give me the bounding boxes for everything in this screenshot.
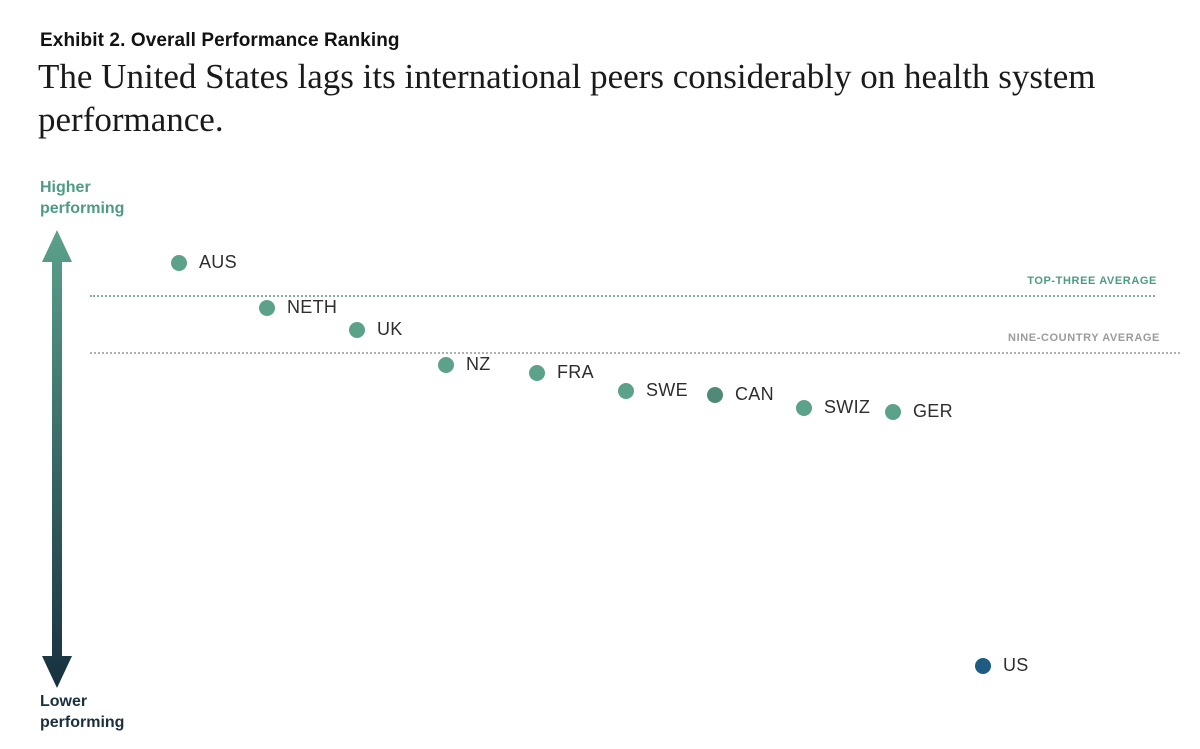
ger-country-label: GER <box>913 401 953 421</box>
data-point-neth: NETH <box>259 297 337 318</box>
can-dot-icon <box>707 386 723 403</box>
swiz-country-label: SWIZ <box>824 397 871 417</box>
lower-performing-label: Lower performing <box>40 693 125 731</box>
nine-country-average-label: NINE-COUNTRY AVERAGE <box>1008 332 1160 344</box>
data-point-fra: FRA <box>529 362 594 383</box>
data-point-uk: UK <box>349 319 403 340</box>
data-point-aus: AUS <box>171 252 237 273</box>
nz-dot-icon <box>438 356 454 373</box>
us-country-label: US <box>1003 655 1029 675</box>
can-country-label: CAN <box>735 384 774 404</box>
exhibit-title: Exhibit 2. Overall Performance Ranking <box>40 30 400 51</box>
data-point-us: US <box>975 655 1029 676</box>
nine-country-average-line <box>90 352 1180 354</box>
top-three-average-line <box>90 295 1155 297</box>
fra-dot-icon <box>529 364 545 381</box>
top-three-average-label: TOP-THREE AVERAGE <box>1027 275 1157 287</box>
uk-dot-icon <box>349 321 365 338</box>
data-point-swe: SWE <box>618 380 688 401</box>
neth-dot-icon <box>259 299 275 316</box>
aus-dot-icon <box>171 254 187 271</box>
data-point-ger: GER <box>885 401 953 422</box>
fra-country-label: FRA <box>557 362 594 382</box>
swe-dot-icon <box>618 382 634 399</box>
aus-country-label: AUS <box>199 252 237 272</box>
uk-country-label: UK <box>377 319 403 339</box>
swiz-dot-icon <box>796 399 812 416</box>
swe-country-label: SWE <box>646 380 688 400</box>
double-arrow-shape <box>42 230 72 688</box>
ger-dot-icon <box>885 403 901 420</box>
data-point-can: CAN <box>707 384 774 405</box>
performance-axis-arrow <box>42 230 72 688</box>
data-point-nz: NZ <box>438 354 491 375</box>
exhibit-subtitle: The United States lags its international… <box>38 57 1096 139</box>
nz-country-label: NZ <box>466 354 491 374</box>
neth-country-label: NETH <box>287 297 338 317</box>
data-point-swiz: SWIZ <box>796 397 870 418</box>
us-dot-icon <box>975 657 991 674</box>
higher-performing-label: Higher performing <box>40 179 125 217</box>
